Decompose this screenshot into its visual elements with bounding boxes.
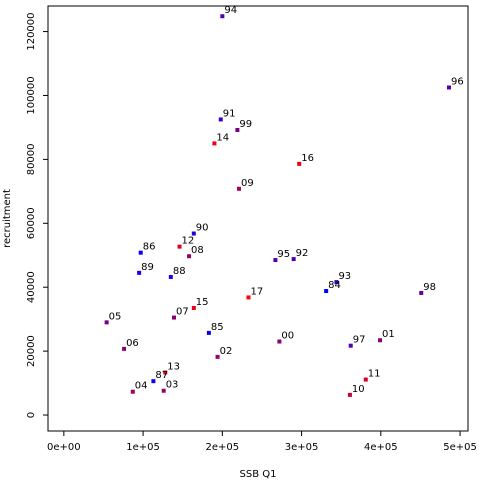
data-point bbox=[347, 392, 352, 397]
point-label: 13 bbox=[167, 362, 180, 373]
x-tick-label: 3e+05 bbox=[285, 442, 319, 453]
point-label: 95 bbox=[277, 249, 290, 260]
data-point bbox=[236, 186, 241, 191]
data-points bbox=[104, 14, 451, 397]
data-point bbox=[218, 117, 223, 122]
point-label: 15 bbox=[196, 297, 209, 308]
point-label: 85 bbox=[211, 322, 224, 333]
data-point bbox=[363, 377, 368, 382]
data-point bbox=[324, 289, 329, 294]
x-axis-label: SSB Q1 bbox=[240, 469, 277, 480]
data-point bbox=[191, 231, 196, 236]
x-tick-label: 4e+05 bbox=[364, 442, 398, 453]
point-label: 00 bbox=[281, 331, 294, 342]
data-point bbox=[163, 370, 168, 375]
y-tick-label: 0 bbox=[26, 412, 37, 418]
point-label: 98 bbox=[423, 282, 436, 293]
data-point bbox=[172, 315, 176, 320]
point-label: 93 bbox=[338, 271, 351, 282]
point-label: 08 bbox=[191, 245, 204, 256]
data-point bbox=[348, 343, 353, 348]
data-point bbox=[187, 254, 192, 259]
point-label: 84 bbox=[328, 280, 341, 291]
plot-frame bbox=[47, 5, 469, 432]
data-point bbox=[220, 14, 225, 19]
data-point bbox=[215, 354, 220, 359]
point-label: 11 bbox=[368, 369, 381, 380]
point-label: 03 bbox=[166, 380, 179, 391]
point-label: 17 bbox=[250, 286, 263, 297]
data-point bbox=[130, 389, 135, 394]
data-point bbox=[297, 161, 302, 166]
data-point bbox=[104, 320, 109, 325]
point-label: 01 bbox=[382, 329, 395, 340]
x-tick-label: 2e+05 bbox=[206, 442, 240, 453]
data-point bbox=[291, 257, 296, 262]
point-label: 86 bbox=[143, 242, 156, 253]
point-label: 89 bbox=[141, 262, 154, 273]
point-label: 88 bbox=[173, 266, 186, 277]
point-label: 05 bbox=[109, 311, 122, 322]
point-label: 04 bbox=[135, 381, 148, 392]
x-tick-label: 5e+05 bbox=[443, 442, 477, 453]
point-label: 06 bbox=[126, 338, 139, 349]
data-point bbox=[206, 330, 211, 335]
data-point bbox=[177, 244, 182, 249]
point-label: 94 bbox=[224, 5, 237, 16]
point-label: 91 bbox=[223, 108, 236, 119]
data-point bbox=[137, 270, 142, 275]
y-tick-label: 120000 bbox=[26, 12, 37, 50]
y-tick-label: 40000 bbox=[26, 271, 37, 303]
point-label: 07 bbox=[176, 307, 189, 318]
y-axis: 0 20000 40000 60000 80000 100000 120000 bbox=[26, 12, 48, 418]
data-point bbox=[168, 274, 173, 279]
data-point bbox=[378, 338, 383, 343]
x-tick-label: 0e+00 bbox=[47, 442, 81, 453]
y-axis-label: recruitment bbox=[2, 189, 13, 248]
point-label: 10 bbox=[352, 384, 365, 395]
point-label: 87 bbox=[155, 370, 168, 381]
data-point bbox=[235, 127, 240, 132]
data-point bbox=[161, 388, 166, 393]
point-label: 90 bbox=[196, 223, 209, 234]
point-label: 97 bbox=[353, 335, 366, 346]
point-label: 12 bbox=[182, 236, 195, 247]
point-label: 02 bbox=[220, 346, 233, 357]
data-point bbox=[151, 379, 156, 384]
data-point bbox=[191, 305, 196, 310]
data-point bbox=[138, 250, 143, 255]
data-point bbox=[419, 290, 424, 295]
point-label: 99 bbox=[239, 119, 252, 130]
point-label: 96 bbox=[451, 76, 464, 87]
data-point bbox=[246, 295, 251, 300]
y-tick-label: 80000 bbox=[26, 143, 37, 175]
y-tick-label: 20000 bbox=[26, 335, 37, 367]
x-axis: 0e+00 1e+05 2e+05 3e+05 4e+05 5e+05 bbox=[47, 431, 477, 453]
point-label: 09 bbox=[241, 178, 254, 189]
data-point bbox=[212, 141, 217, 146]
data-point bbox=[122, 346, 127, 351]
point-label: 92 bbox=[296, 248, 309, 259]
data-point bbox=[277, 339, 282, 344]
y-tick-label: 100000 bbox=[26, 76, 37, 114]
data-point bbox=[273, 258, 278, 263]
x-tick-label: 1e+05 bbox=[126, 442, 160, 453]
point-label: 14 bbox=[216, 132, 229, 143]
point-label: 16 bbox=[301, 153, 314, 164]
y-tick-label: 60000 bbox=[26, 207, 37, 239]
data-point bbox=[334, 280, 339, 285]
data-point bbox=[446, 85, 451, 90]
